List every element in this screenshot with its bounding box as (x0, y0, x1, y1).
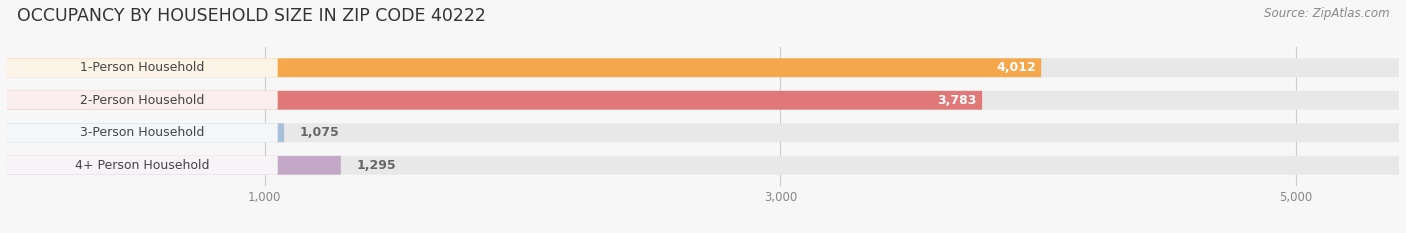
FancyBboxPatch shape (7, 58, 1399, 77)
FancyBboxPatch shape (7, 58, 1042, 77)
FancyBboxPatch shape (7, 91, 983, 110)
FancyBboxPatch shape (7, 123, 277, 142)
Text: 1-Person Household: 1-Person Household (80, 61, 204, 74)
FancyBboxPatch shape (7, 91, 277, 110)
FancyBboxPatch shape (7, 123, 284, 142)
Text: 1,075: 1,075 (299, 126, 339, 139)
Text: 3,783: 3,783 (938, 94, 977, 107)
Text: OCCUPANCY BY HOUSEHOLD SIZE IN ZIP CODE 40222: OCCUPANCY BY HOUSEHOLD SIZE IN ZIP CODE … (17, 7, 485, 25)
Text: Source: ZipAtlas.com: Source: ZipAtlas.com (1264, 7, 1389, 20)
FancyBboxPatch shape (7, 156, 340, 175)
Text: 1,295: 1,295 (356, 159, 396, 172)
Text: 4+ Person Household: 4+ Person Household (75, 159, 209, 172)
FancyBboxPatch shape (7, 91, 1399, 110)
Text: 2-Person Household: 2-Person Household (80, 94, 204, 107)
Text: 4,012: 4,012 (997, 61, 1036, 74)
FancyBboxPatch shape (7, 156, 277, 175)
FancyBboxPatch shape (7, 58, 277, 77)
FancyBboxPatch shape (7, 123, 1399, 142)
Text: 3-Person Household: 3-Person Household (80, 126, 204, 139)
FancyBboxPatch shape (7, 156, 1399, 175)
